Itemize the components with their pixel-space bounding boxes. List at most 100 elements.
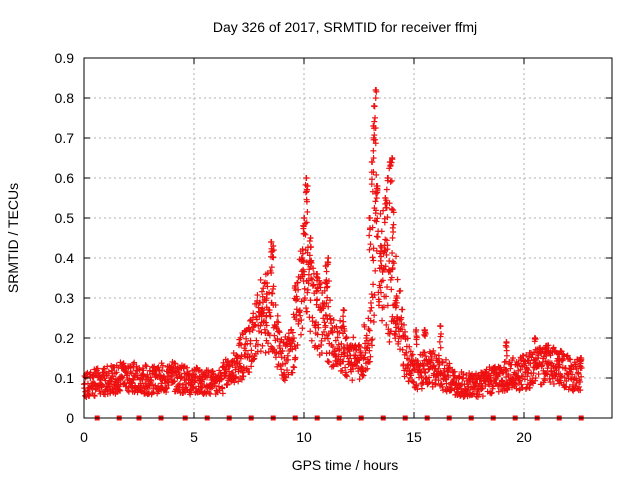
data-point <box>252 321 259 328</box>
x-tick-label: 0 <box>80 429 88 445</box>
data-point <box>260 285 267 292</box>
y-tick-label: 0.5 <box>55 210 75 226</box>
data-point <box>397 287 404 294</box>
data-point <box>103 372 110 379</box>
data-point <box>159 367 166 374</box>
data-point <box>282 374 289 381</box>
data-point <box>372 114 379 121</box>
data-point <box>215 383 222 390</box>
data-point <box>301 285 308 292</box>
data-point <box>307 297 314 304</box>
data-point <box>117 387 124 394</box>
data-point <box>503 352 510 359</box>
data-point <box>389 234 396 241</box>
data-point <box>209 383 216 390</box>
data-points <box>81 87 585 400</box>
data-point <box>418 385 425 392</box>
data-point <box>337 317 344 324</box>
data-point <box>249 327 256 334</box>
data-point <box>301 295 308 302</box>
data-point <box>96 388 103 395</box>
data-point <box>293 311 300 318</box>
data-point <box>190 384 197 391</box>
data-point <box>304 286 311 293</box>
data-point <box>264 283 271 290</box>
data-point <box>233 360 240 367</box>
data-point <box>366 232 373 239</box>
data-point <box>282 360 289 367</box>
data-point <box>239 331 246 338</box>
data-point <box>259 293 266 300</box>
data-point <box>275 319 282 326</box>
data-point <box>279 348 286 355</box>
data-point <box>130 364 137 371</box>
data-point <box>165 382 172 389</box>
data-point <box>262 349 269 356</box>
data-point <box>323 268 330 275</box>
data-point <box>238 376 245 383</box>
x-tick-label: 5 <box>190 429 198 445</box>
data-point <box>281 377 288 384</box>
data-point <box>386 338 393 345</box>
data-point <box>436 338 443 345</box>
data-point <box>276 329 283 336</box>
data-point <box>373 233 380 240</box>
data-point <box>285 371 292 378</box>
data-point <box>178 373 185 380</box>
data-point <box>369 254 376 261</box>
data-point <box>248 347 255 354</box>
data-point <box>388 177 395 184</box>
data-point <box>372 198 379 205</box>
data-point <box>394 276 401 283</box>
data-point <box>390 221 397 228</box>
data-point <box>243 365 250 372</box>
data-point <box>324 335 331 342</box>
data-point <box>206 390 213 397</box>
y-tick-label: 0.4 <box>55 250 75 266</box>
data-point <box>234 353 241 360</box>
data-point <box>235 378 242 385</box>
data-point <box>383 186 390 193</box>
data-point <box>132 370 139 377</box>
y-tick-label: 0 <box>66 410 74 426</box>
data-point <box>503 339 510 345</box>
data-point <box>254 341 261 348</box>
data-point <box>285 356 292 363</box>
x-axis-label: GPS time / hours <box>292 457 399 473</box>
data-point <box>368 291 375 298</box>
y-tick-label: 0.1 <box>55 370 75 386</box>
data-point <box>307 328 314 335</box>
data-point <box>172 360 179 367</box>
data-point <box>297 312 304 319</box>
data-point <box>126 363 133 370</box>
data-point <box>325 255 332 261</box>
data-point <box>246 353 253 360</box>
data-point <box>159 362 166 369</box>
data-point <box>248 363 255 370</box>
data-point <box>224 381 231 388</box>
data-point <box>254 292 261 299</box>
data-point <box>370 147 377 154</box>
x-tick-label: 15 <box>406 429 422 445</box>
data-point <box>299 325 306 332</box>
data-point <box>373 171 380 178</box>
data-point <box>321 319 328 326</box>
x-tick-labels: 0 5 10 15 20 <box>80 429 532 445</box>
data-point <box>246 324 252 331</box>
data-point <box>258 329 265 336</box>
data-point <box>306 238 313 245</box>
data-point <box>129 376 136 383</box>
data-point <box>247 337 254 344</box>
data-point <box>303 175 310 181</box>
data-point <box>219 390 226 397</box>
data-point <box>243 335 250 342</box>
data-point <box>284 341 291 348</box>
data-point <box>342 364 349 371</box>
data-point <box>140 367 147 374</box>
data-point <box>237 355 244 362</box>
data-point <box>289 346 296 353</box>
data-point <box>87 369 94 376</box>
data-point <box>104 363 111 370</box>
data-point <box>325 359 332 366</box>
data-point <box>246 369 253 376</box>
